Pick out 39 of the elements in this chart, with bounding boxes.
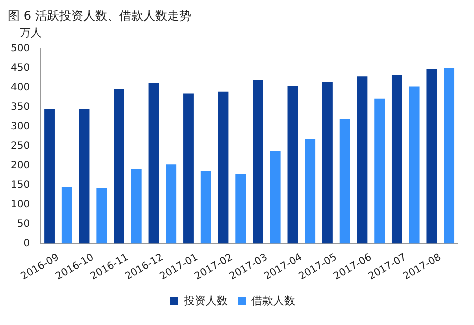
bar [218, 92, 229, 244]
bar [96, 188, 108, 244]
bar [62, 187, 72, 244]
bar [166, 164, 177, 244]
bar [270, 151, 281, 244]
bar [288, 86, 298, 244]
y-tick-label: 150 [10, 180, 30, 191]
bar [79, 109, 90, 244]
chart-title: 图 6 活跃投资人数、借款人数走势 [8, 8, 192, 25]
y-tick-label: 0 [24, 238, 30, 250]
y-tick-label: 500 [10, 44, 30, 55]
y-tick-label: 450 [10, 63, 30, 74]
bar [322, 82, 333, 244]
bar [114, 89, 124, 244]
bar [426, 69, 438, 244]
legend-label: 借款人数 [252, 294, 296, 308]
y-axis-title: 万人 [20, 26, 42, 40]
y-tick-label: 350 [10, 102, 30, 114]
y-tick-label: 100 [10, 199, 30, 210]
bar [392, 75, 402, 244]
y-tick-label: 50 [17, 218, 30, 230]
bar [444, 68, 455, 244]
bar [44, 109, 55, 244]
bar [374, 98, 386, 244]
y-tick-label: 400 [10, 82, 30, 94]
bar [340, 119, 350, 244]
bar [253, 80, 264, 244]
bar [131, 169, 142, 244]
legend-label: 投资人数 [183, 294, 228, 308]
y-tick-label: 300 [10, 121, 30, 132]
bar [200, 171, 212, 244]
y-tick-label: 200 [10, 160, 30, 172]
bar [236, 174, 246, 244]
bar [305, 139, 316, 244]
bar [184, 94, 194, 244]
bar [409, 86, 420, 244]
bar [357, 76, 368, 244]
bar [148, 83, 160, 244]
y-tick-label: 250 [10, 140, 30, 152]
